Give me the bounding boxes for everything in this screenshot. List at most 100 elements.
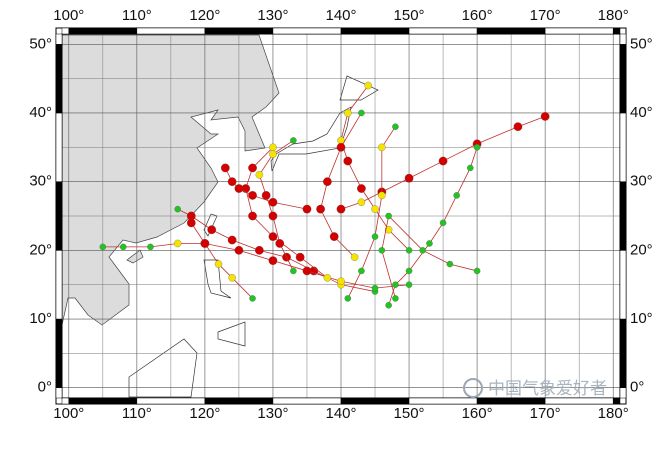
frame-bar bbox=[55, 44, 63, 114]
y-tick-label: 0° bbox=[630, 379, 644, 396]
frame-bar bbox=[619, 387, 627, 399]
track-point bbox=[513, 122, 523, 132]
x-tick-label: 160° bbox=[462, 7, 493, 24]
frame-bar bbox=[204, 27, 274, 35]
track-point bbox=[214, 260, 223, 268]
track-point bbox=[385, 212, 392, 220]
x-tick-label: 110° bbox=[122, 405, 152, 422]
track-line bbox=[320, 112, 362, 258]
track-point bbox=[392, 295, 399, 302]
track-point bbox=[207, 225, 217, 235]
hainan bbox=[126, 249, 144, 264]
track-point bbox=[254, 245, 264, 255]
y-tick-label: 30° bbox=[29, 173, 52, 190]
track-point bbox=[119, 243, 127, 251]
watermark-text: 中国气象爱好者 bbox=[488, 379, 607, 399]
track-point bbox=[147, 243, 154, 251]
y-tick-label: 10° bbox=[29, 310, 52, 327]
x-tick-label: 100° bbox=[53, 7, 84, 24]
track-point bbox=[467, 164, 474, 172]
frame-bar bbox=[204, 397, 274, 405]
track-point bbox=[404, 173, 414, 183]
track-point bbox=[392, 123, 399, 130]
y-tick-label: 10° bbox=[630, 310, 653, 327]
frame-bar bbox=[55, 250, 63, 320]
x-tick-label: 180° bbox=[598, 405, 629, 422]
frame-bar bbox=[61, 397, 70, 405]
track-point bbox=[186, 218, 196, 228]
track-point bbox=[357, 198, 366, 207]
track-point bbox=[378, 143, 386, 152]
x-tick-label: 150° bbox=[394, 405, 425, 422]
track-point bbox=[200, 239, 210, 248]
track-point bbox=[302, 204, 312, 214]
track-point bbox=[446, 260, 454, 268]
track-point bbox=[337, 277, 345, 285]
track-point bbox=[268, 232, 278, 241]
taiwan bbox=[203, 213, 218, 237]
x-tick-label: 110° bbox=[122, 7, 152, 24]
luzon bbox=[203, 259, 232, 299]
track-point bbox=[344, 295, 352, 302]
track-point bbox=[540, 112, 550, 121]
y-tick-label: 20° bbox=[29, 241, 52, 258]
track-line bbox=[381, 215, 478, 299]
frame-bar bbox=[272, 27, 342, 35]
track-point bbox=[290, 137, 297, 144]
y-tick-label: 40° bbox=[29, 104, 52, 121]
track-point bbox=[453, 192, 460, 199]
track-point bbox=[249, 295, 256, 302]
frame-bar bbox=[619, 181, 627, 251]
frame-bar bbox=[61, 27, 70, 35]
frame-bar bbox=[55, 387, 63, 399]
frame-bar bbox=[408, 27, 478, 35]
frame-bar bbox=[619, 44, 627, 114]
x-tick-label: 160° bbox=[462, 405, 493, 422]
y-tick-label: 40° bbox=[630, 104, 653, 121]
mindanao bbox=[217, 321, 246, 347]
track-point bbox=[269, 150, 277, 158]
frame-bar bbox=[619, 112, 627, 182]
frame-bar bbox=[544, 27, 614, 35]
track-point bbox=[350, 253, 359, 261]
frame-bar bbox=[619, 33, 627, 45]
track-point bbox=[316, 204, 325, 214]
frame-bar bbox=[68, 27, 138, 35]
track-point bbox=[405, 247, 413, 254]
grid bbox=[62, 34, 620, 398]
track-point bbox=[384, 225, 393, 234]
y-tick-label: 50° bbox=[630, 35, 653, 52]
x-tick-label: 170° bbox=[530, 405, 561, 422]
frame-bar bbox=[612, 397, 621, 405]
x-tick-label: 130° bbox=[257, 405, 288, 422]
track-point bbox=[426, 240, 433, 247]
track-point bbox=[405, 281, 413, 288]
track-point bbox=[268, 197, 278, 207]
track-point bbox=[439, 219, 447, 227]
track-point bbox=[371, 284, 379, 292]
frame-bar bbox=[136, 397, 206, 405]
track-point bbox=[227, 235, 237, 245]
track-point bbox=[378, 247, 386, 254]
y-tick-label: 0° bbox=[38, 379, 52, 396]
frame-bar bbox=[340, 27, 410, 35]
track-point bbox=[336, 142, 346, 152]
track-point bbox=[248, 211, 257, 221]
track-point bbox=[268, 211, 278, 221]
y-tick-label: 30° bbox=[630, 173, 653, 190]
x-tick-label: 170° bbox=[530, 7, 561, 24]
track-line bbox=[340, 116, 546, 210]
track-point bbox=[227, 177, 237, 187]
frame-bar bbox=[408, 397, 478, 405]
x-tick-label: 150° bbox=[394, 7, 425, 24]
frame-bar bbox=[55, 33, 63, 45]
watermark: 中国气象爱好者 bbox=[463, 378, 607, 399]
track-point bbox=[473, 144, 481, 151]
track-point bbox=[323, 274, 332, 282]
track-point bbox=[392, 281, 399, 288]
y-tick-label: 20° bbox=[630, 241, 653, 258]
track-point bbox=[174, 205, 181, 213]
frame-bar bbox=[136, 27, 206, 35]
